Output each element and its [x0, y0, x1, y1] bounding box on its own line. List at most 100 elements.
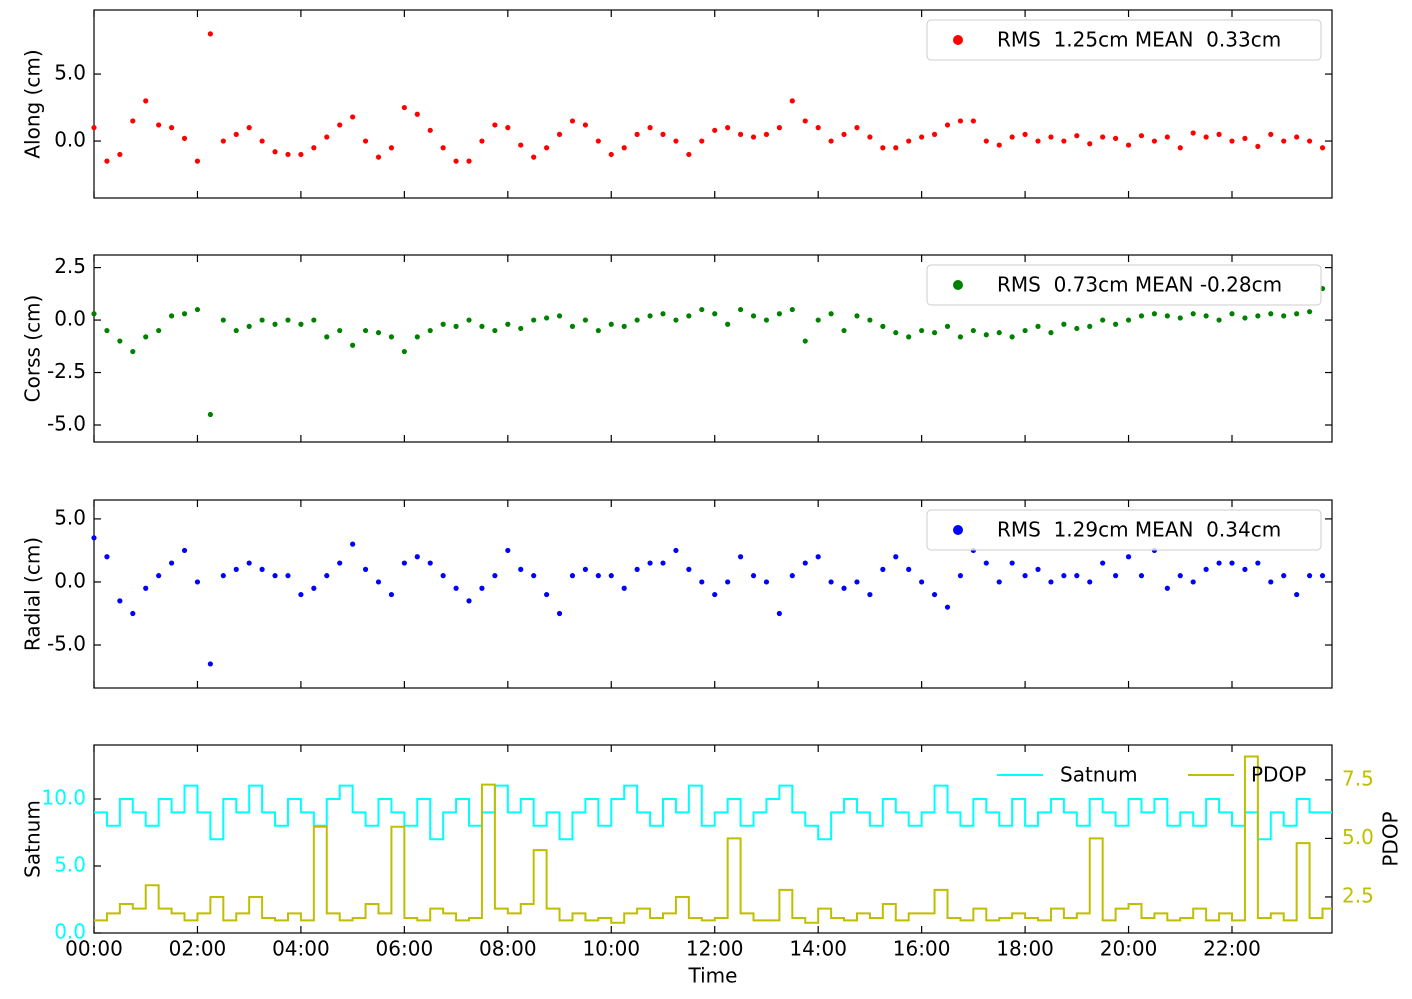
data-point: [569, 323, 576, 329]
data-point: [544, 315, 550, 321]
data-point: [1203, 566, 1209, 572]
x-tick-label: 22:00: [1203, 937, 1261, 961]
data-point: [634, 566, 640, 572]
data-point: [647, 313, 653, 319]
data-point: [181, 547, 188, 554]
data-point: [763, 317, 770, 323]
data-point: [337, 327, 343, 334]
data-point: [621, 145, 627, 151]
data-point: [440, 145, 446, 151]
data-point: [518, 142, 524, 148]
data-point: [699, 579, 705, 585]
x-tick-label: 00:00: [65, 937, 123, 961]
data-point: [143, 98, 149, 104]
data-point: [789, 98, 795, 104]
data-point: [944, 122, 951, 128]
data-point: [1048, 579, 1054, 585]
data-point: [1074, 325, 1080, 332]
data-point: [556, 131, 563, 137]
data-point: [181, 135, 188, 141]
data-point: [595, 138, 601, 144]
data-point: [828, 138, 834, 144]
data-point: [440, 321, 446, 327]
axes-frame: [93, 9, 1333, 199]
axes-frame: [93, 744, 1333, 934]
data-point: [582, 122, 589, 128]
data-point: [854, 579, 860, 585]
data-point: [479, 138, 485, 144]
data-point: [350, 541, 356, 547]
data-point: [117, 151, 123, 158]
data-point: [1216, 131, 1222, 137]
data-point: [737, 554, 744, 560]
data-point: [156, 327, 162, 334]
data-point: [1048, 134, 1054, 140]
data-point: [660, 131, 666, 137]
data-point: [1281, 573, 1287, 579]
data-point: [893, 145, 899, 151]
data-point: [880, 145, 886, 151]
data-point: [556, 610, 563, 617]
data-point: [725, 125, 731, 131]
data-point: [660, 560, 666, 566]
y-axis-label: Satnum: [21, 800, 45, 878]
data-point: [531, 317, 537, 323]
data-point: [401, 560, 407, 566]
data-point: [1294, 134, 1300, 140]
data-point: [298, 591, 304, 598]
data-point: [776, 610, 782, 617]
data-point: [996, 142, 1002, 148]
data-point: [1061, 573, 1067, 579]
legend-box: [926, 264, 1322, 306]
data-point: [906, 138, 912, 144]
data-point: [298, 151, 304, 158]
y-tick-label: 5.0: [54, 505, 86, 529]
data-point: [518, 325, 524, 332]
data-point: [492, 327, 498, 334]
y2-tick-label: 2.5: [1342, 883, 1374, 907]
data-point: [996, 330, 1002, 336]
data-point: [647, 125, 653, 131]
x-tick-label: 02:00: [169, 937, 227, 961]
data-point: [595, 327, 601, 334]
data-point: [1319, 573, 1326, 579]
data-point: [1074, 573, 1080, 579]
data-point: [117, 338, 123, 344]
data-point: [479, 585, 485, 591]
data-point: [1087, 323, 1093, 329]
x-tick-label: 16:00: [893, 937, 951, 961]
data-point: [104, 554, 110, 560]
data-point: [1268, 131, 1274, 137]
y-tick-label: 10.0: [41, 786, 86, 810]
data-point: [156, 573, 162, 579]
data-point: [608, 151, 614, 158]
data-point: [1138, 313, 1145, 319]
data-point: [259, 138, 265, 144]
data-point: [763, 131, 770, 137]
data-point: [828, 311, 834, 317]
data-point: [207, 31, 213, 37]
data-point: [453, 158, 459, 164]
data-point: [453, 323, 459, 329]
data-point: [401, 104, 407, 111]
data-point: [957, 573, 964, 579]
data-point: [1242, 135, 1248, 141]
data-point: [1125, 554, 1132, 560]
data-point: [931, 591, 938, 598]
data-point: [802, 560, 808, 566]
data-point: [1203, 134, 1209, 140]
data-point: [427, 127, 433, 133]
data-point: [388, 591, 395, 598]
data-point: [906, 566, 912, 572]
data-point: [505, 125, 511, 131]
data-point: [608, 573, 614, 579]
data-point: [375, 154, 382, 160]
data-point: [233, 131, 239, 137]
y-tick-label: -5.0: [47, 412, 86, 436]
data-point: [375, 579, 382, 585]
legend-label: RMS 0.73cm MEAN -0.28cm: [997, 273, 1282, 297]
data-point: [906, 334, 912, 340]
y-tick-label: 2.5: [54, 254, 86, 278]
